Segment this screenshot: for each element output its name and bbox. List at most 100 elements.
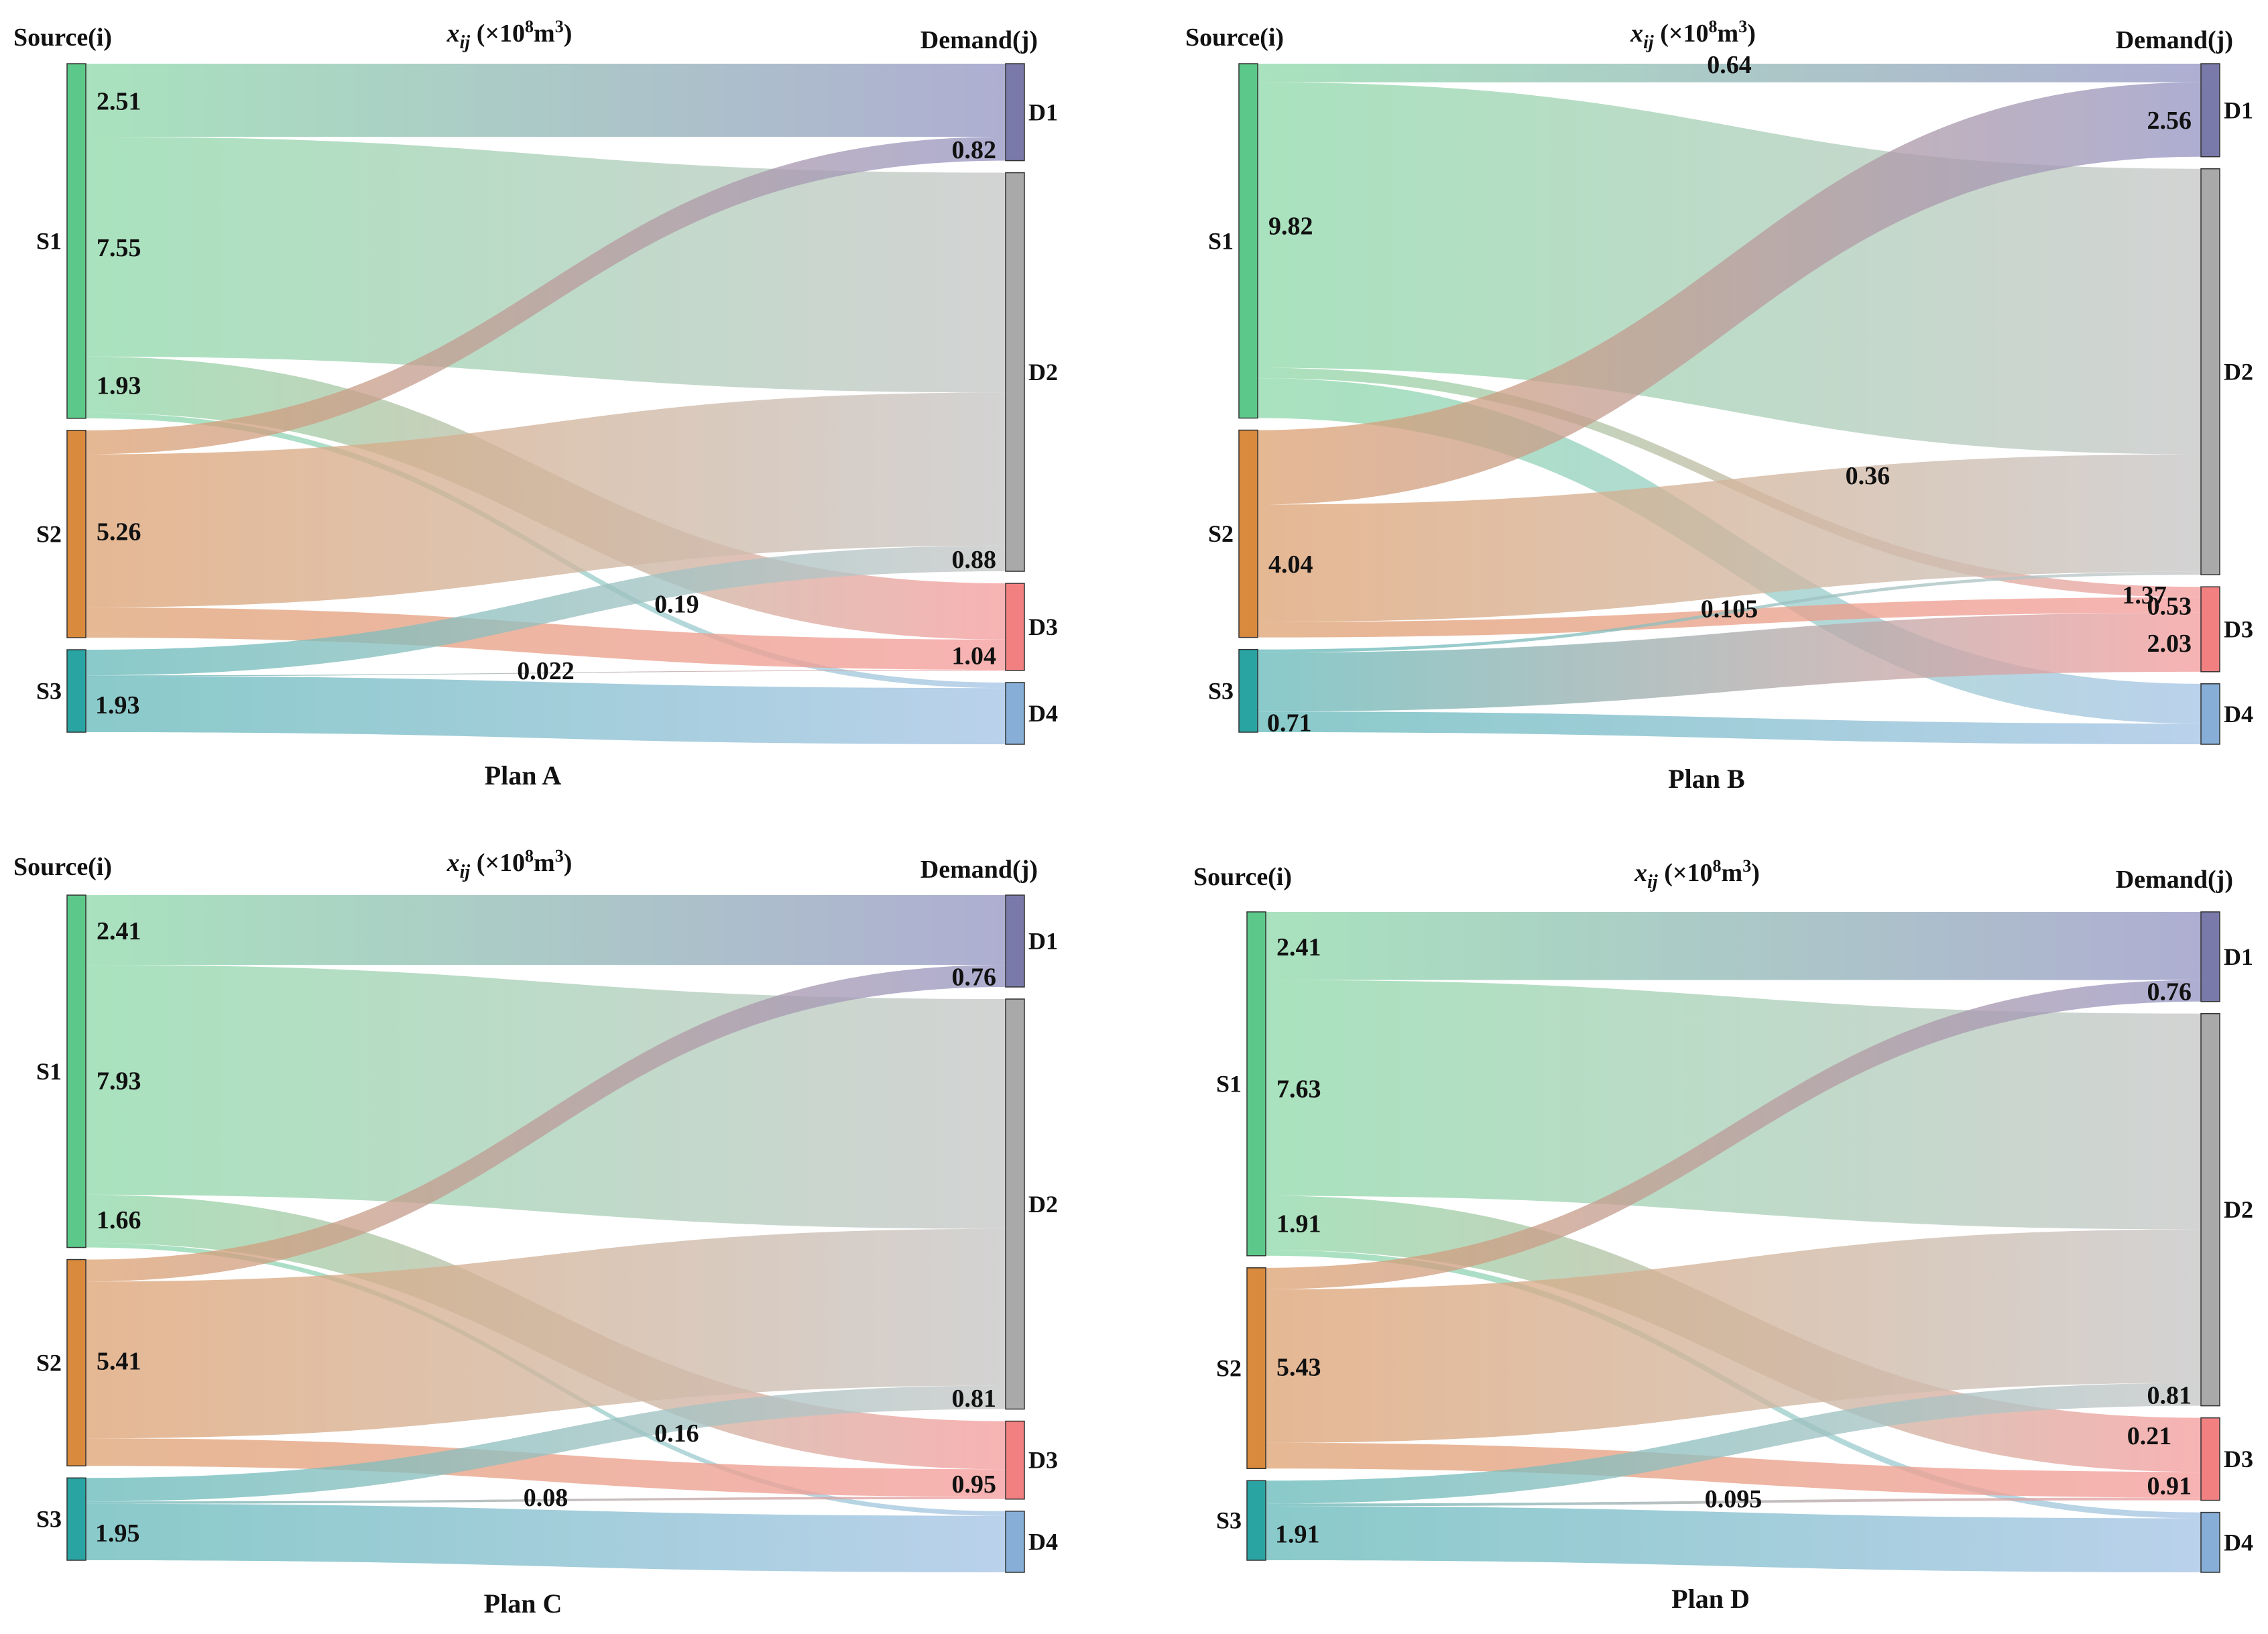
- flow-S3-D2: [1258, 571, 2201, 653]
- source-node-s3: [1238, 648, 1258, 733]
- demand-label-d4: D4: [2224, 701, 2253, 727]
- flow-value-S3-D3: 0.08: [524, 1484, 569, 1512]
- demand-node-d2: [1005, 998, 1025, 1410]
- flow-S3-D3: [86, 669, 1006, 677]
- flow-S3-D4: [1258, 711, 2201, 744]
- demand-node-d4: [2200, 1511, 2220, 1573]
- sankey-panel-plan-d: S1 S2 S3 D1 D2 D3 D4 2.41 7.63 1.91 0.21 0.76 5.43 0.…: [1193, 856, 2253, 1614]
- flow-value-S1-D1: 2.41: [1276, 933, 1321, 961]
- demand-label-d1: D1: [2224, 97, 2253, 123]
- flow-S3-D4: [86, 1503, 1006, 1572]
- source-header: Source(i): [1185, 23, 1284, 52]
- source-label-s2: S2: [36, 520, 62, 547]
- flow-value-S1-D4: 0.19: [654, 590, 699, 618]
- demand-node-d3: [1005, 583, 1025, 671]
- demand-label-d1: D1: [1028, 99, 1058, 125]
- demand-node-d2: [2200, 1012, 2220, 1407]
- flow-value-S1-D4: 0.21: [2127, 1422, 2172, 1450]
- flow-group: [1266, 912, 2201, 1572]
- flow-value-S1-D2: 9.82: [1268, 213, 1313, 241]
- source-label-s3: S3: [1216, 1507, 1242, 1534]
- flow-S2-D3: [1266, 1442, 2201, 1498]
- flow-group: [1258, 64, 2201, 744]
- flow-value-S3-D3: 0.095: [1705, 1485, 1763, 1513]
- source-node-s3: [66, 649, 86, 733]
- source-label-s2: S2: [1208, 520, 1234, 547]
- flow-value-S3-D3: 2.03: [2147, 630, 2192, 658]
- source-node-s2: [1238, 429, 1258, 638]
- flow-S1-D2: [86, 965, 1006, 1229]
- flow-value-S2-D2: 5.41: [97, 1347, 141, 1375]
- flow-S2-D2: [86, 1228, 1006, 1439]
- unit-header: xij (×108m3): [1630, 17, 1756, 53]
- flow-value-S2-D1: 2.56: [2147, 107, 2192, 135]
- flow-value-S3-D4: 1.95: [95, 1519, 140, 1548]
- flow-value-S1-D2: 7.93: [97, 1067, 141, 1096]
- flow-value-S1-D1: 0.64: [1707, 51, 1752, 79]
- flow-S2-D2: [1266, 1229, 2201, 1443]
- flow-S1-D1: [86, 64, 1006, 137]
- flow-S3-D3: [1266, 1497, 2201, 1507]
- demand-node-d3: [2200, 1417, 2220, 1501]
- demand-node-d4: [1005, 1511, 1025, 1573]
- flow-S2-D1: [86, 136, 1006, 455]
- source-label-s3: S3: [36, 678, 62, 705]
- flow-value-S2-D1: 0.76: [2147, 978, 2192, 1006]
- flow-value-S3-D2: 0.81: [952, 1385, 997, 1413]
- demand-label-d2: D2: [1028, 359, 1058, 386]
- demand-label-d3: D3: [1028, 1447, 1058, 1474]
- flow-group: [86, 895, 1006, 1572]
- source-node-s2: [66, 1259, 86, 1467]
- flow-S3-D2: [1266, 1383, 2201, 1504]
- demand-label-d3: D3: [2224, 616, 2253, 643]
- flow-S2-D3: [86, 607, 1006, 670]
- unit-header: xij (×108m3): [446, 846, 573, 882]
- source-node-s2: [66, 430, 86, 638]
- demand-header: Demand(j): [2116, 866, 2233, 894]
- source-header: Source(i): [13, 853, 112, 881]
- source-label-s3: S3: [36, 1506, 62, 1533]
- flow-value-S3-D4: 1.93: [95, 691, 140, 719]
- flow-value-S3-D2: 0.81: [2147, 1382, 2192, 1410]
- flow-S3-D2: [86, 545, 1006, 676]
- demand-label-d4: D4: [1028, 1528, 1058, 1555]
- demand-label-d3: D3: [1028, 614, 1058, 640]
- source-node-s3: [1246, 1480, 1266, 1561]
- flow-value-S1-D4: 0.16: [654, 1419, 699, 1448]
- demand-node-d1: [2200, 63, 2220, 158]
- demand-node-d4: [2200, 683, 2220, 745]
- flow-value-S1-D3: 1.66: [97, 1206, 141, 1234]
- source-label-s3: S3: [1208, 677, 1234, 704]
- demand-label-d4: D4: [1028, 700, 1058, 727]
- source-label-s2: S2: [36, 1349, 62, 1376]
- flow-value-S1-D1: 2.51: [97, 87, 141, 115]
- sankey-panels: S1 S2 S3 D1 D2 D3 D4 2.51 7.55 1.93 0.19 0.82 5.26 1.…: [13, 17, 2253, 1619]
- flow-value-S3-D2: 0.88: [952, 546, 997, 574]
- flow-value-S1-D3: 1.91: [1276, 1210, 1321, 1238]
- demand-node-d3: [1005, 1420, 1025, 1500]
- source-node-s2: [1246, 1267, 1266, 1470]
- plan-title: Plan D: [1671, 1584, 1750, 1614]
- flow-value-S2-D3: 0.95: [952, 1470, 997, 1499]
- flow-value-S1-D3: 0.36: [1846, 462, 1891, 490]
- flow-S2-D1: [86, 965, 1006, 1282]
- flow-S3-D2: [86, 1385, 1006, 1502]
- demand-header: Demand(j): [920, 856, 1038, 884]
- flow-S1-D1: [86, 895, 1006, 966]
- demand-node-d1: [1005, 63, 1025, 162]
- demand-header: Demand(j): [2116, 26, 2233, 54]
- flow-value-S1-D1: 2.41: [97, 917, 141, 945]
- plan-title: Plan B: [1668, 764, 1744, 794]
- demand-label-d2: D2: [2224, 358, 2253, 385]
- flow-S1-D2: [86, 136, 1006, 393]
- flow-value-S1-D3: 1.93: [97, 372, 141, 400]
- demand-node-d2: [1005, 172, 1025, 572]
- flow-value-S1-D2: 7.63: [1276, 1075, 1321, 1104]
- demand-node-d3: [2200, 586, 2220, 673]
- flow-value-S2-D2: 5.43: [1276, 1353, 1321, 1381]
- flow-value-S1-D4: 1.37: [2122, 581, 2167, 609]
- flow-S3-D3: [1258, 612, 2201, 712]
- demand-label-d2: D2: [2224, 1196, 2253, 1223]
- flow-value-S2-D2: 4.04: [1268, 550, 1313, 579]
